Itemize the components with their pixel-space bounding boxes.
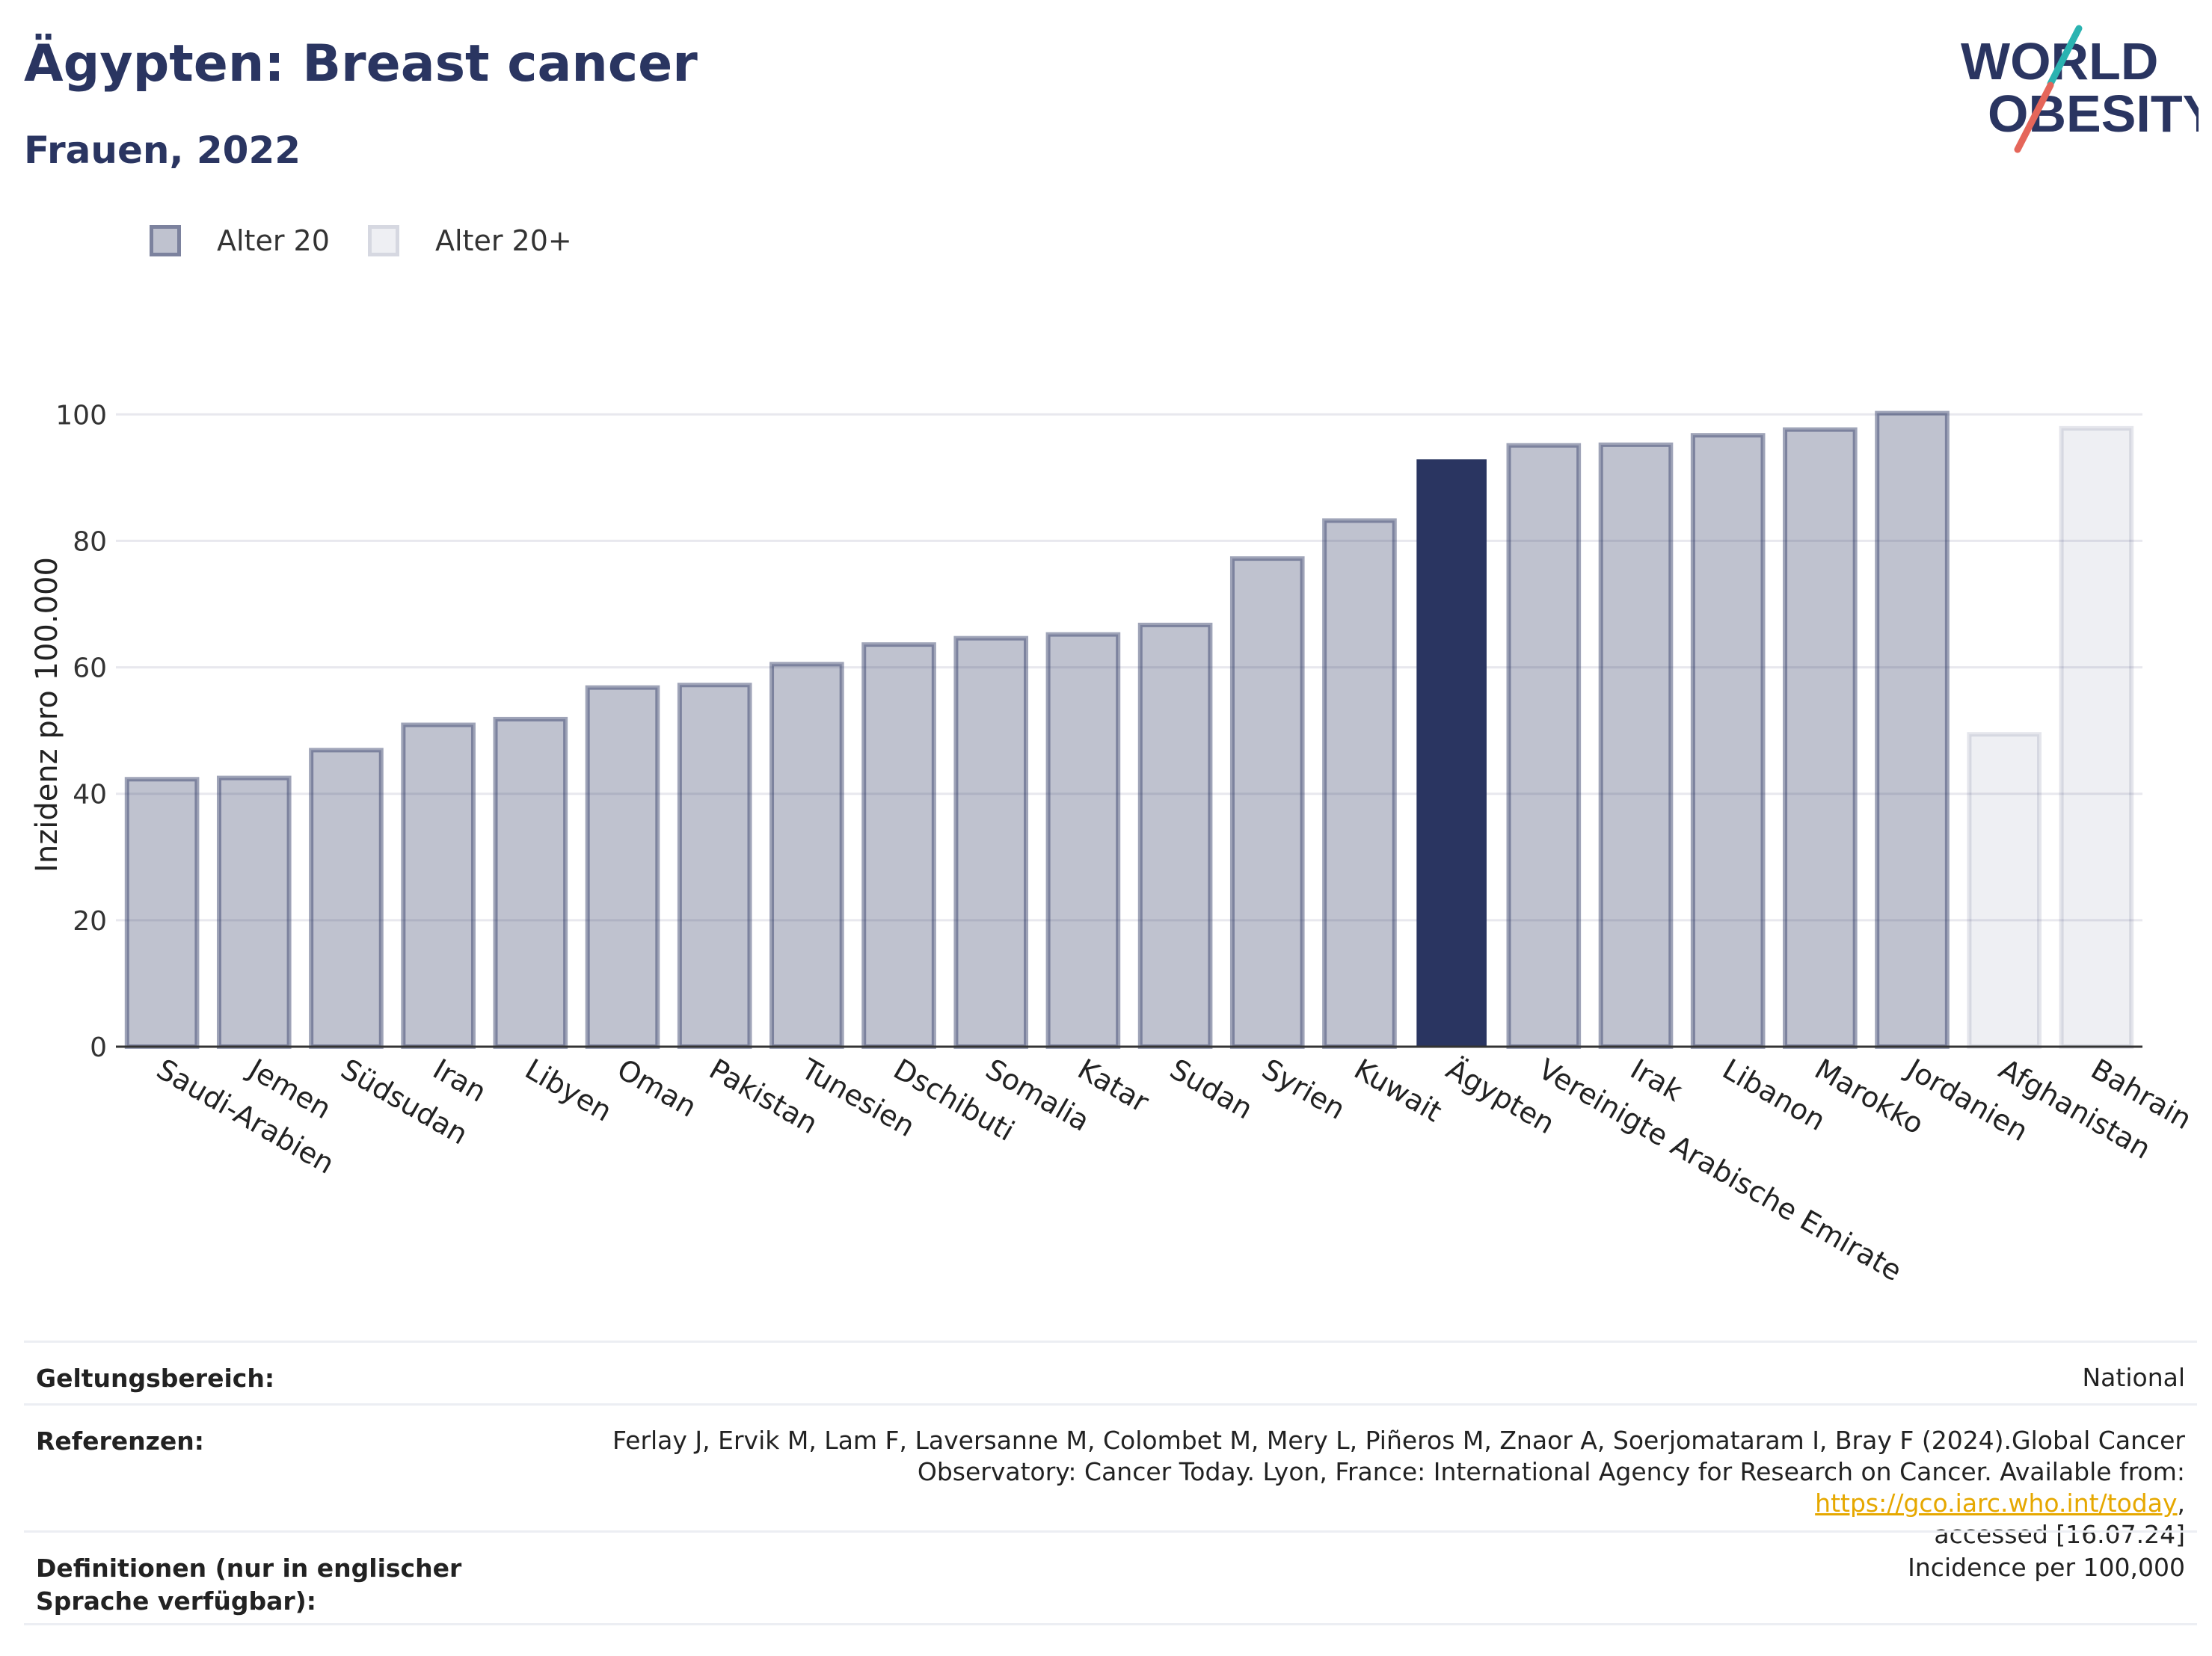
y-tick-label: 60 (73, 653, 107, 684)
x-tick-label: Syrien (1256, 1053, 1351, 1126)
footer-value-scope: National (2082, 1363, 2185, 1392)
reference-link[interactable]: https://gco.iarc.who.int/today (1815, 1489, 2178, 1518)
bar-6 (677, 683, 752, 1049)
footer-row-definitions: Definitionen (nur in englischer Sprache … (24, 1530, 2197, 1625)
reference-line-3: accessed [16.07.24] (1934, 1520, 2185, 1549)
reference-line-1: Ferlay J, Ervik M, Lam F, Laversanne M, … (612, 1426, 2185, 1455)
y-tick-label: 0 (90, 1032, 107, 1063)
bar-8 (861, 642, 936, 1049)
world-obesity-logo: WORLD OBESITY (1961, 25, 2199, 153)
chart-footer: Geltungsbereich: National Referenzen: Fe… (24, 1341, 2197, 1625)
bar-12 (1229, 556, 1305, 1049)
y-axis-title: Inzidenz pro 100.000 (30, 557, 64, 872)
y-tick-label: 100 (55, 400, 107, 431)
x-tick-label: Sudan (1164, 1053, 1259, 1126)
x-tick-label: Libyen (520, 1053, 618, 1128)
legend-swatch-alter-20-plus (368, 225, 399, 256)
bar-21 (2059, 425, 2134, 1050)
x-tick-label: Kuwait (1348, 1053, 1447, 1129)
footer-row-references: Referenzen: Ferlay J, Ervik M, Lam F, La… (24, 1403, 2197, 1549)
footer-label-scope: Geltungsbereich: (36, 1364, 275, 1393)
bar-19 (1875, 410, 1950, 1049)
bar-10 (1045, 632, 1121, 1049)
bar-7 (769, 662, 844, 1049)
bar-13 (1322, 518, 1397, 1049)
reference-line-2-text: Observatory: Cancer Today. Lyon, France:… (917, 1457, 2185, 1486)
x-tick-label: Libanon (1717, 1053, 1831, 1137)
page-title: Ägypten: Breast cancer (24, 34, 698, 93)
bar-14 (1416, 459, 1487, 1047)
y-tick-label: 20 (73, 906, 107, 937)
bar-2 (309, 748, 384, 1049)
bar-3 (401, 722, 476, 1049)
x-tick-label: Irak (1625, 1053, 1688, 1108)
bar-9 (953, 635, 1029, 1049)
logo-slash-coral (2014, 81, 2054, 153)
page-subtitle: Frauen, 2022 (24, 129, 301, 172)
legend-label-alter-20: Alter 20 (217, 224, 330, 257)
bar-11 (1137, 622, 1213, 1049)
x-tick-label: Iran (428, 1053, 492, 1109)
bar-16 (1598, 442, 1674, 1049)
bar-1 (216, 775, 292, 1049)
legend-swatch-alter-20 (150, 225, 181, 256)
bar-17 (1690, 433, 1766, 1050)
footer-value-references: Ferlay J, Ervik M, Lam F, Laversanne M, … (577, 1425, 2185, 1551)
bar-0 (124, 777, 200, 1050)
logo-slash-teal (2047, 25, 2083, 87)
bar-18 (1783, 427, 1858, 1049)
footer-label-definitions: Definitionen (nur in englischer Sprache … (36, 1554, 462, 1616)
bar-4 (493, 716, 568, 1049)
logo-text-obesity: OBESITY (1988, 84, 2199, 143)
footer-value-definitions: Incidence per 100,000 (1908, 1553, 2185, 1582)
legend-label-alter-20-plus: Alter 20+ (435, 224, 572, 257)
footer-label-references: Referenzen: (36, 1426, 204, 1456)
bar-20 (1967, 732, 2042, 1050)
footer-row-scope: Geltungsbereich: National (24, 1341, 2197, 1403)
reference-line-2-comma: , (2177, 1489, 2186, 1518)
y-tick-label: 40 (73, 780, 107, 810)
bar-15 (1506, 443, 1582, 1049)
x-tick-label: Oman (612, 1053, 702, 1124)
reference-line-2: Observatory: Cancer Today. Lyon, France:… (577, 1456, 2185, 1519)
y-tick-label: 80 (73, 526, 107, 557)
bar-5 (585, 685, 660, 1049)
